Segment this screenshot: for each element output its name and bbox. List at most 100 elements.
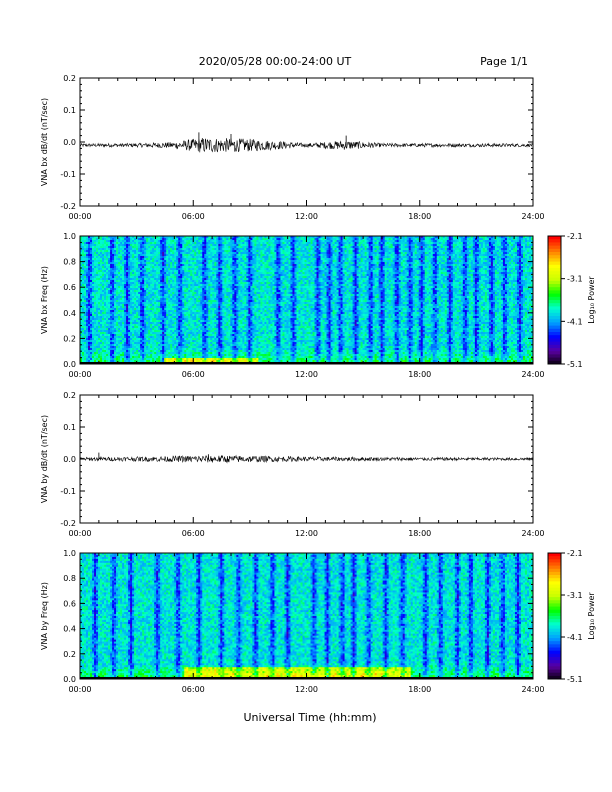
colorbar-segment <box>548 588 561 592</box>
by_waveform-ytick-label: 0.2 <box>63 391 76 400</box>
colorbar-segment <box>548 249 561 253</box>
bx_spectrogram-ytick-label: 1.0 <box>63 232 76 241</box>
bx_waveform-trace <box>80 138 533 152</box>
bx_spectrogram-ytick-label: 0.8 <box>63 258 76 267</box>
bx_spectrogram-xtick-label: 18:00 <box>408 370 431 379</box>
colorbar-segment <box>548 585 561 589</box>
colorbar-segment <box>548 635 561 639</box>
colorbar-tick-label: -5.1 <box>567 360 583 369</box>
by_spectrogram-xtick-label: 18:00 <box>408 685 431 694</box>
colorbar-segment <box>548 632 561 636</box>
by_waveform-trace <box>80 455 533 462</box>
colorbar-tick-label: -2.1 <box>567 549 583 558</box>
colorbar-segment <box>548 616 561 620</box>
by_spectrogram-ytick-label: 0.6 <box>63 599 76 608</box>
colorbar-segment <box>548 255 561 259</box>
colorbar-segment <box>548 663 561 667</box>
colorbar-segment <box>548 239 561 243</box>
bx_waveform-ytick-label: 0.0 <box>63 138 76 147</box>
colorbar-segment <box>548 651 561 655</box>
by_spectrogram-ytick-label: 0.0 <box>63 675 76 684</box>
colorbar-segment <box>548 242 561 246</box>
colorbar-segment <box>548 351 561 355</box>
by-colorbar: -2.1 -3.1 -4.1 -5.1 Log₁₀ Power <box>548 549 596 684</box>
by_spectrogram-ytick-label: 0.8 <box>63 574 76 583</box>
colorbar-segment <box>548 619 561 623</box>
colorbar-segment <box>548 597 561 601</box>
bx_spectrogram-xtick-label: 24:00 <box>521 370 544 379</box>
colorbar-segment <box>548 326 561 330</box>
by_waveform-xtick-label: 06:00 <box>182 529 205 538</box>
colorbar-segment <box>548 600 561 604</box>
bx_spectrogram-ytick-label: 0.4 <box>63 309 76 318</box>
page-indicator: Page 1/1 <box>480 55 528 68</box>
colorbar-segment <box>548 666 561 670</box>
bx_waveform-ytick-label: 0.1 <box>63 106 76 115</box>
colorbar-segment <box>548 575 561 579</box>
bx_spectrogram-ytick-label: 0.6 <box>63 283 76 292</box>
by_waveform-ytick-label: -0.1 <box>60 487 76 496</box>
colorbar-segment <box>548 559 561 563</box>
colorbar-segment <box>548 284 561 288</box>
by_waveform-xtick-label: 24:00 <box>521 529 544 538</box>
bx_spectrogram-xtick-label: 12:00 <box>295 370 318 379</box>
bx_waveform-frame <box>80 78 533 206</box>
by_waveform-ytick-label: -0.2 <box>60 519 76 528</box>
by_waveform-xtick-label: 12:00 <box>295 529 318 538</box>
colorbar-segment <box>548 262 561 266</box>
colorbar-segment <box>548 236 561 240</box>
colorbar-segment <box>548 246 561 250</box>
colorbar-segment <box>548 297 561 301</box>
by_waveform-xtick-label: 00:00 <box>68 529 91 538</box>
colorbar-segment <box>548 322 561 326</box>
bx-waveform-panel: 00:00 06:00 12:00 18:00 24:000.20.10.0-0.1-0… <box>40 74 545 221</box>
colorbar-segment <box>548 252 561 256</box>
colorbar-segment <box>548 313 561 317</box>
colorbar-segment <box>548 274 561 278</box>
colorbar-segment <box>548 670 561 674</box>
colorbar-segment <box>548 319 561 323</box>
colorbar-segment <box>548 338 561 342</box>
bx_waveform-ylabel: VNA bx dB/dt (nT/sec) <box>40 98 49 186</box>
colorbar-segment <box>548 622 561 626</box>
colorbar-segment <box>548 594 561 598</box>
colorbar-tick-label: -5.1 <box>567 675 583 684</box>
colorbar-segment <box>548 553 561 557</box>
colorbar-segment <box>548 578 561 582</box>
colorbar-label: Log₁₀ Power <box>587 276 596 324</box>
colorbar-tick-label: -2.1 <box>567 232 583 241</box>
colorbar-segment <box>548 329 561 333</box>
by_spectrogram-xtick-label: 00:00 <box>68 685 91 694</box>
colorbar-segment <box>548 572 561 576</box>
colorbar-segment <box>548 265 561 269</box>
colorbar-segment <box>548 306 561 310</box>
bx_spectrogram-heat-cells <box>80 236 533 364</box>
by_spectrogram-ytick-label: 0.2 <box>63 650 76 659</box>
colorbar-segment <box>548 258 561 262</box>
bx_spectrogram-ytick-label: 0.2 <box>63 334 76 343</box>
colorbar-segment <box>548 287 561 291</box>
colorbar-segment <box>548 294 561 298</box>
colorbar-segment <box>548 569 561 573</box>
colorbar-tick-label: -3.1 <box>567 591 583 600</box>
bx-spectrogram-panel: 00:00 06:00 12:00 18:00 24:00 1.0 0.8 0.6 0.4 0.2… <box>40 232 545 379</box>
colorbar-segment <box>548 332 561 336</box>
by_spectrogram-heat-cells <box>80 553 533 679</box>
bx_spectrogram-xtick-label: 06:00 <box>182 370 205 379</box>
by-spectrogram-panel: 00:00 06:00 12:00 18:00 24:001.00.80.60.40.2… <box>40 549 545 694</box>
colorbar-segment <box>548 335 561 339</box>
by_waveform-ytick-label: 0.1 <box>63 423 76 432</box>
x-axis-label: Universal Time (hh:mm) <box>244 711 377 724</box>
bx_spectrogram-ytick-label: 0.0 <box>63 360 76 369</box>
colorbar-segment <box>548 556 561 560</box>
by_spectrogram-xtick-label: 06:00 <box>182 685 205 694</box>
colorbar-label: Log₁₀ Power <box>587 592 596 640</box>
bx_waveform-xtick-label: 06:00 <box>182 212 205 221</box>
colorbar-segment <box>548 310 561 314</box>
bx_spectrogram-xtick-label: 00:00 <box>68 370 91 379</box>
by_waveform-xtick-label: 18:00 <box>408 529 431 538</box>
bx_waveform-xtick-label: 12:00 <box>295 212 318 221</box>
colorbar-tick-label: -4.1 <box>567 633 583 642</box>
bx_spectrogram-ylabel: VNA bx Freq (Hz) <box>40 266 49 334</box>
by_waveform-ytick-label: 0.0 <box>63 455 76 464</box>
